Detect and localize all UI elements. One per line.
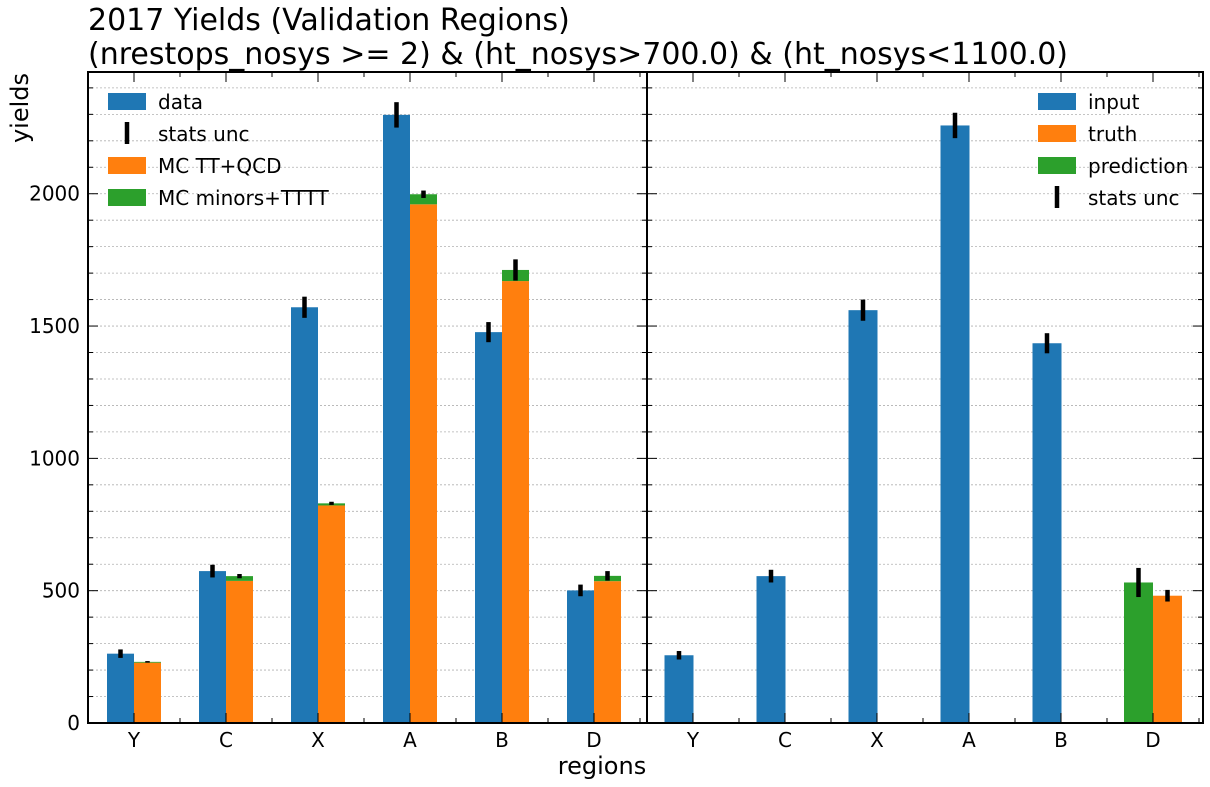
legend-right-2-swatch: [1038, 157, 1076, 174]
x-tick-label: B: [1054, 728, 1068, 752]
x-tick-label: C: [778, 728, 792, 752]
x-tick-label: C: [219, 728, 233, 752]
y-tick-label: 500: [42, 579, 80, 603]
bars: [107, 102, 1182, 724]
bar-input-C: [756, 576, 786, 723]
legend-left-2-label: MC TT+QCD: [158, 154, 282, 178]
bar-data-X: [291, 307, 318, 723]
y-tick-label: 2000: [29, 182, 80, 206]
legend-right-1-swatch: [1038, 125, 1076, 142]
x-tick-label: D: [586, 728, 601, 752]
y-tick-label: 1500: [29, 314, 80, 338]
legend-right-0-label: input: [1088, 90, 1140, 114]
chart-title-line-2: (nrestops_nosys >= 2) & (ht_nosys>700.0)…: [88, 37, 1068, 72]
x-tick-label: Y: [686, 728, 700, 752]
x-tick-label: A: [403, 728, 417, 752]
bar-mc-main-B: [502, 281, 529, 723]
bar-mc-main-Y: [134, 662, 161, 723]
bar-data-C: [199, 571, 226, 723]
bar-truth-D: [1153, 595, 1182, 723]
grid-lines: [88, 87, 1203, 697]
legends: data stats unc MC TT+QCD MC minors+TTTT inpu…: [108, 90, 1188, 210]
legend-right-1-label: truth: [1088, 122, 1137, 146]
bar-data-A: [383, 114, 410, 724]
bar-mc-main-A: [410, 204, 437, 723]
bar-mc-main-X: [318, 505, 345, 723]
x-axis-label: regions: [558, 752, 646, 780]
y-tick-label: 1000: [29, 446, 80, 470]
plot-frames: [87, 71, 1204, 724]
bar-mc-minor-A: [410, 194, 437, 205]
x-tick-label: A: [962, 728, 976, 752]
bar-data-Y: [107, 653, 134, 723]
y-axis-label: yields: [6, 73, 34, 143]
legend-right-3-label: stats unc: [1088, 186, 1179, 210]
bar-input-X: [848, 310, 878, 723]
legend-left-0-label: data: [158, 90, 203, 114]
bar-mc-minor-C: [226, 576, 253, 581]
bar-data-D: [567, 590, 594, 723]
x-tick-label: X: [870, 728, 884, 752]
bar-mc-main-C: [226, 580, 253, 723]
legend-left-2-swatch: [108, 157, 146, 174]
legend-left-3-swatch: [108, 189, 146, 206]
bar-prediction-D: [1124, 582, 1153, 723]
bar-input-B: [1032, 343, 1062, 723]
x-tick-label: Y: [127, 728, 141, 752]
x-tick-label: D: [1145, 728, 1160, 752]
legend-left-1-label: stats unc: [158, 122, 249, 146]
axis-ticks: Y C X A B D Y C X A B D 0 500 1000 1500 2000: [29, 72, 1203, 752]
bar-input-A: [940, 125, 970, 723]
x-tick-label: B: [495, 728, 509, 752]
bar-data-B: [475, 332, 502, 723]
legend-right-0-swatch: [1038, 93, 1076, 110]
x-tick-label: X: [311, 728, 325, 752]
chart-title-line-1: 2017 Yields (Validation Regions): [88, 3, 570, 38]
bar-input-Y: [664, 655, 694, 723]
legend-right-2-label: prediction: [1088, 154, 1188, 178]
y-tick-label: 0: [67, 711, 80, 735]
plot-frame: [646, 71, 1204, 724]
bar-mc-main-D: [594, 581, 621, 723]
legend-left-0-swatch: [108, 93, 146, 110]
legend-left-3-label: MC minors+TTTT: [158, 186, 330, 210]
